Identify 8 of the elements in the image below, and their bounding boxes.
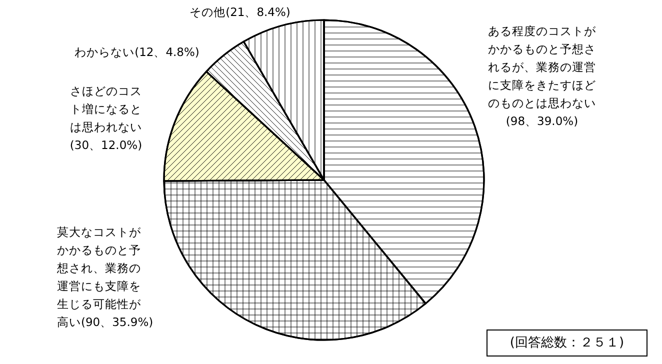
text: (回答総数：２５１): [510, 336, 624, 350]
data-label: (98、39.0%): [506, 114, 578, 128]
slice-label: その他(21、8.4%): [190, 5, 290, 19]
slice-label: ある程度のコストがかかるものと予想されるが、業務の運営に支障をきたすほどのものとは思わない: [488, 24, 597, 110]
slice-label: わからない(12、4.8%): [74, 45, 200, 59]
data-label: (30、12.0%): [70, 138, 142, 152]
slice-label: 莫大なコストがかかるものと予想され、業務の運営にも支障を生じる可能性が高い(90、35.9%): [56, 225, 154, 329]
slice-label: さほどのコスト増になるとは思われない: [70, 84, 142, 134]
